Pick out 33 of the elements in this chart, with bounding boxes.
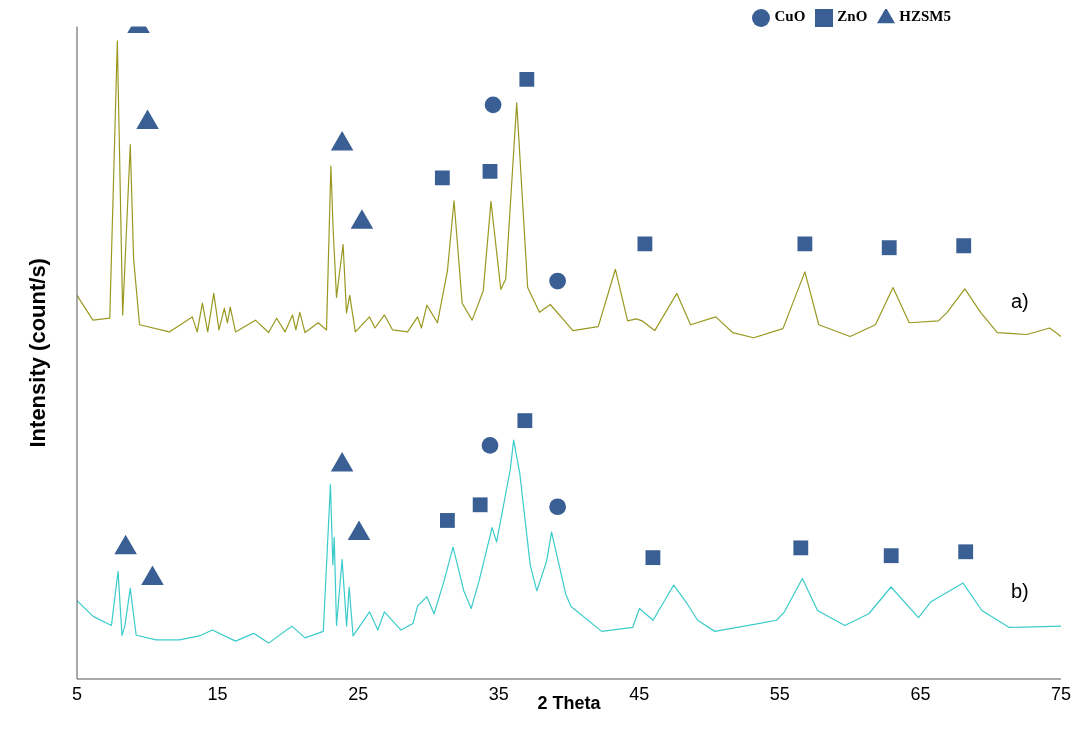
point [956, 238, 972, 254]
y-axis-title: Intensity (count/s) [24, 258, 50, 448]
x-tick-label: 15 [207, 683, 228, 704]
point [434, 170, 450, 186]
point [797, 236, 813, 252]
legend-label: CuO [774, 8, 806, 24]
x-tick-label: 25 [348, 683, 369, 704]
point [637, 236, 653, 252]
series-label: b) [1011, 580, 1029, 603]
point [645, 550, 661, 566]
x-tick-label: 75 [1050, 683, 1072, 704]
point [484, 96, 502, 114]
point [883, 548, 899, 564]
point [439, 513, 455, 528]
series-label: a) [1011, 290, 1029, 313]
point [481, 437, 499, 454]
point [482, 163, 498, 179]
point [958, 544, 974, 560]
x-axis-title: 2 Theta [537, 693, 602, 713]
point [549, 272, 566, 290]
point [519, 71, 535, 87]
legend-label: ZnO [837, 8, 868, 24]
legend-label: HZSM5 [899, 8, 951, 24]
x-tick-label: 45 [629, 683, 650, 704]
x-tick-label: 55 [769, 683, 790, 704]
x-tick-label: 65 [910, 683, 931, 704]
point [517, 413, 533, 429]
point [549, 498, 566, 516]
point [881, 240, 897, 256]
point [472, 497, 488, 513]
x-tick-label: 5 [71, 683, 83, 704]
point [793, 540, 809, 556]
x-tick-label: 35 [488, 683, 509, 704]
